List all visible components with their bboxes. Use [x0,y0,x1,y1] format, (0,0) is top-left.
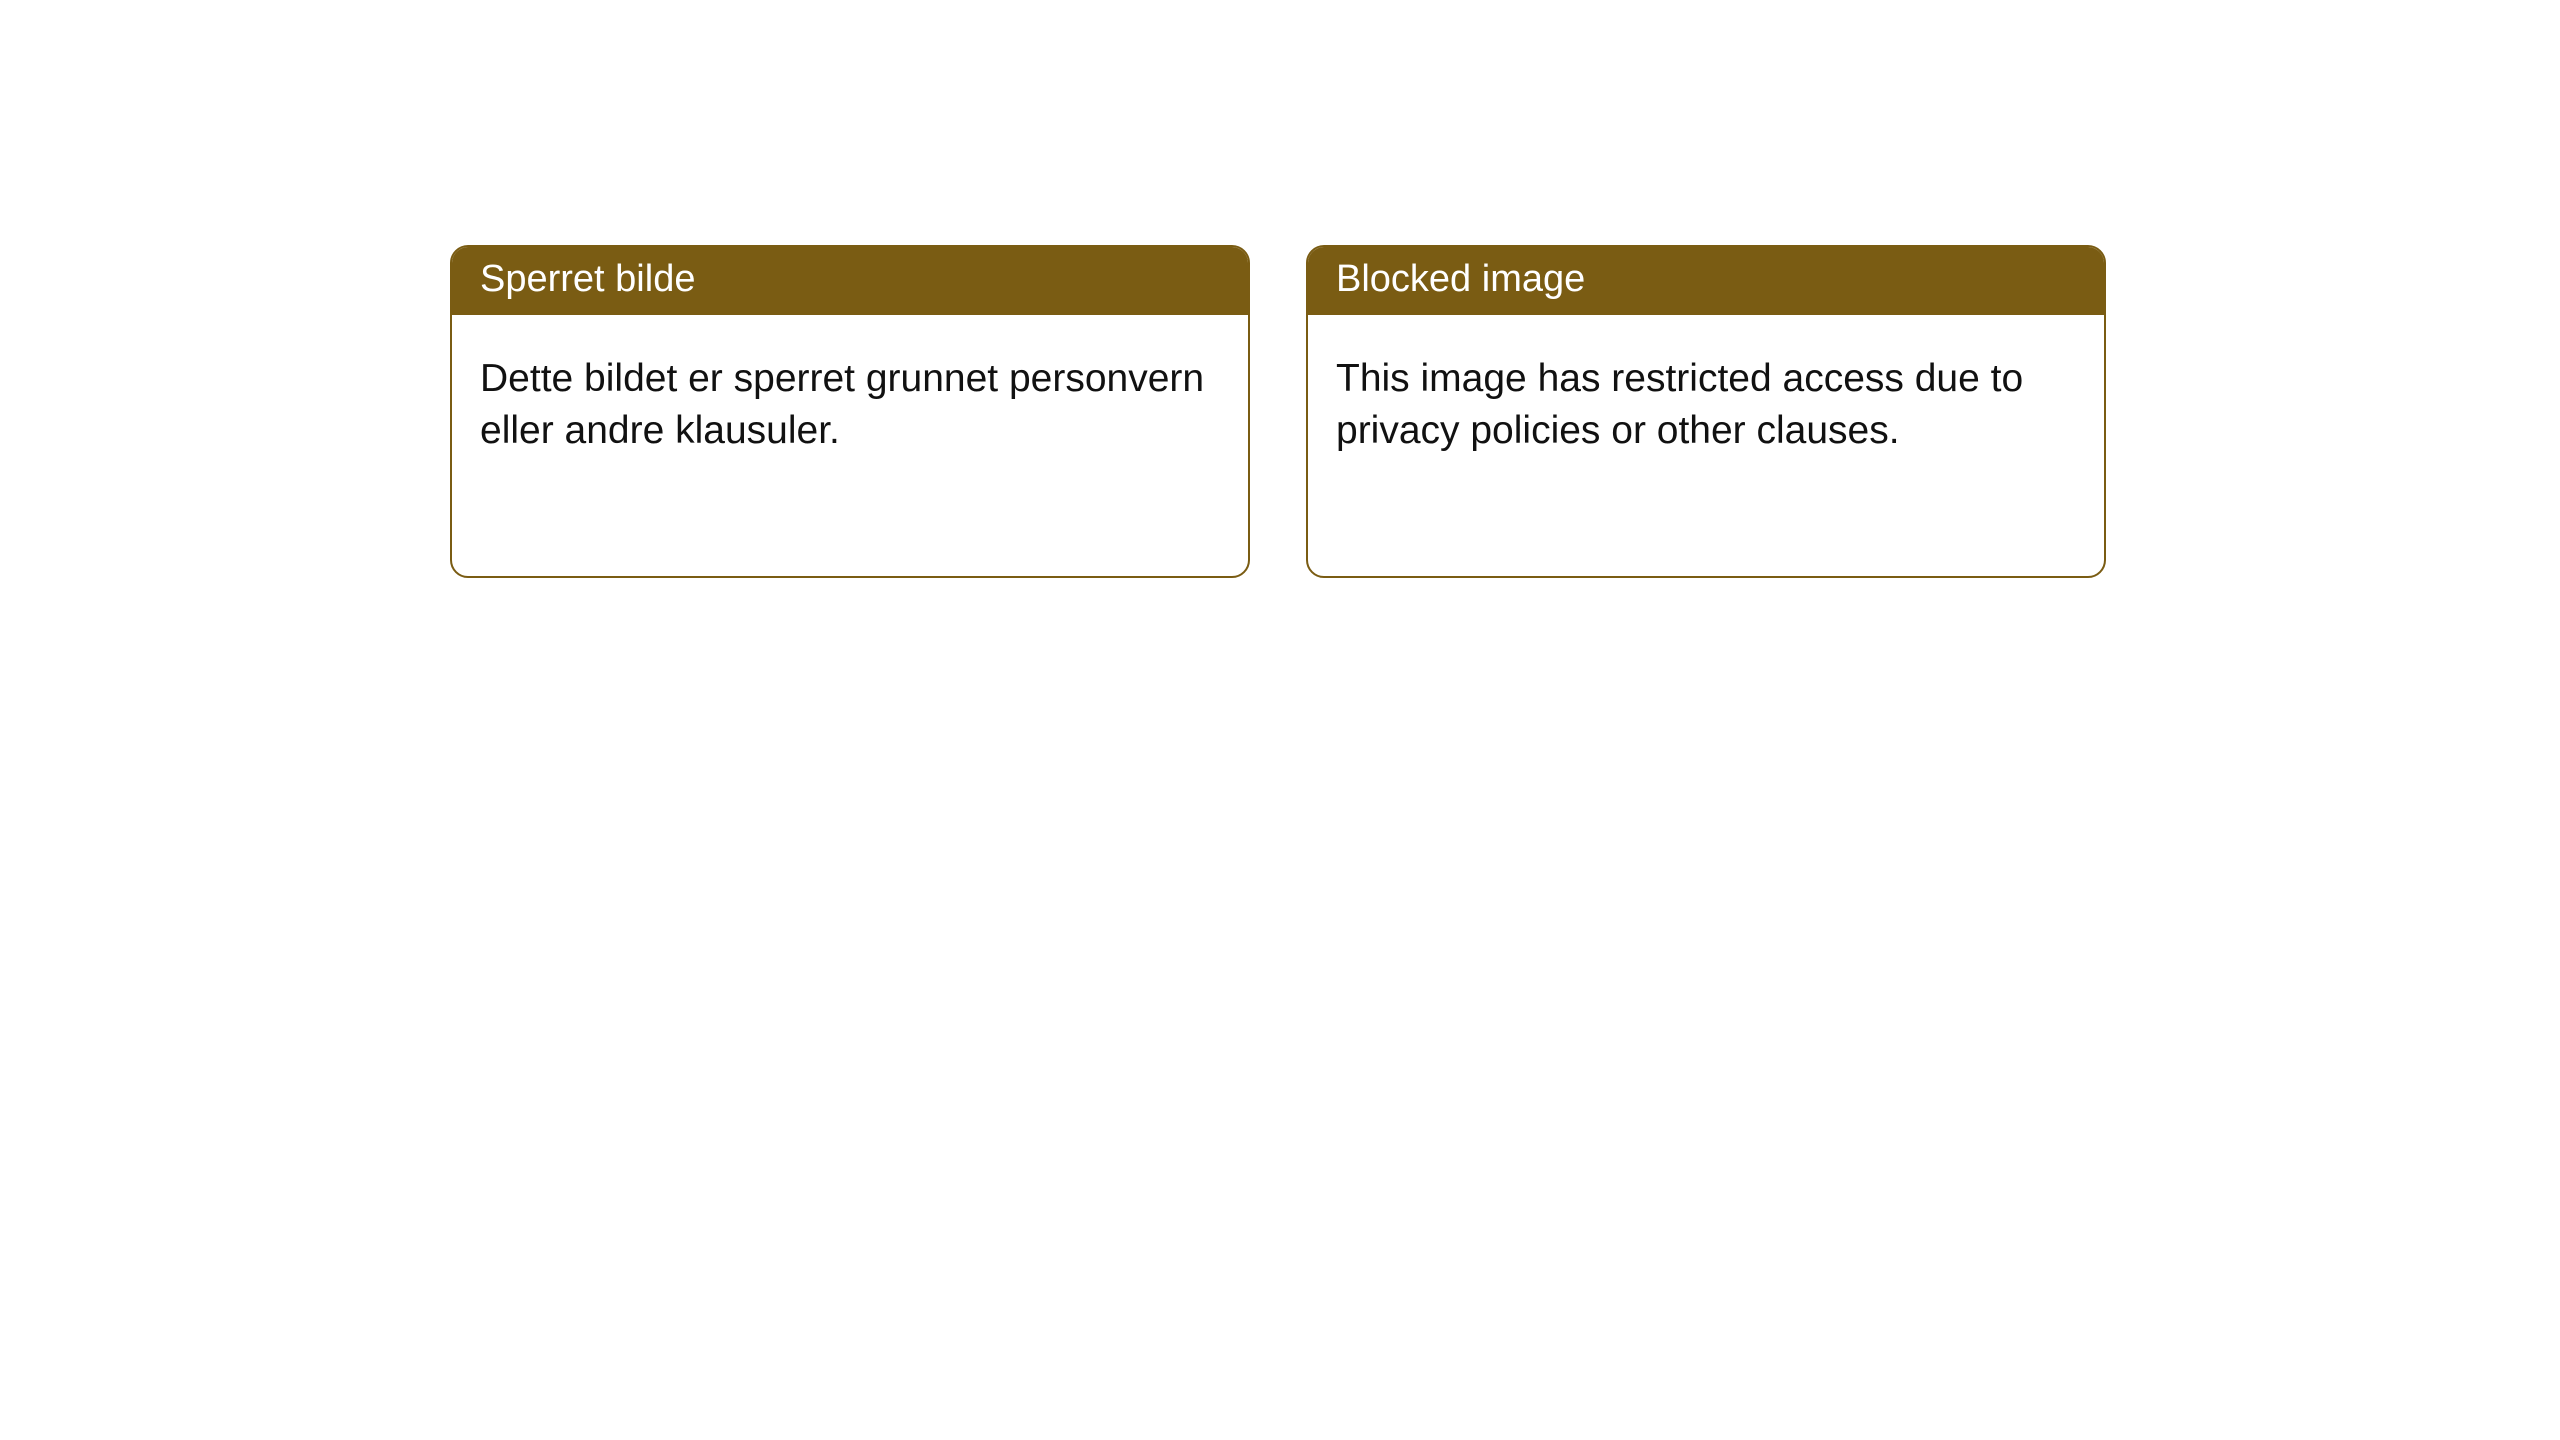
card-header: Blocked image [1308,247,2104,315]
notice-card-norwegian: Sperret bilde Dette bildet er sperret gr… [450,245,1250,578]
notice-container: Sperret bilde Dette bildet er sperret gr… [0,0,2560,578]
card-title: Sperret bilde [480,258,695,300]
card-body-text: Dette bildet er sperret grunnet personve… [480,357,1204,452]
card-title: Blocked image [1336,258,1585,300]
notice-card-english: Blocked image This image has restricted … [1306,245,2106,578]
card-body: Dette bildet er sperret grunnet personve… [452,315,1248,486]
card-header: Sperret bilde [452,247,1248,315]
card-body-text: This image has restricted access due to … [1336,357,2023,452]
card-body: This image has restricted access due to … [1308,315,2104,486]
